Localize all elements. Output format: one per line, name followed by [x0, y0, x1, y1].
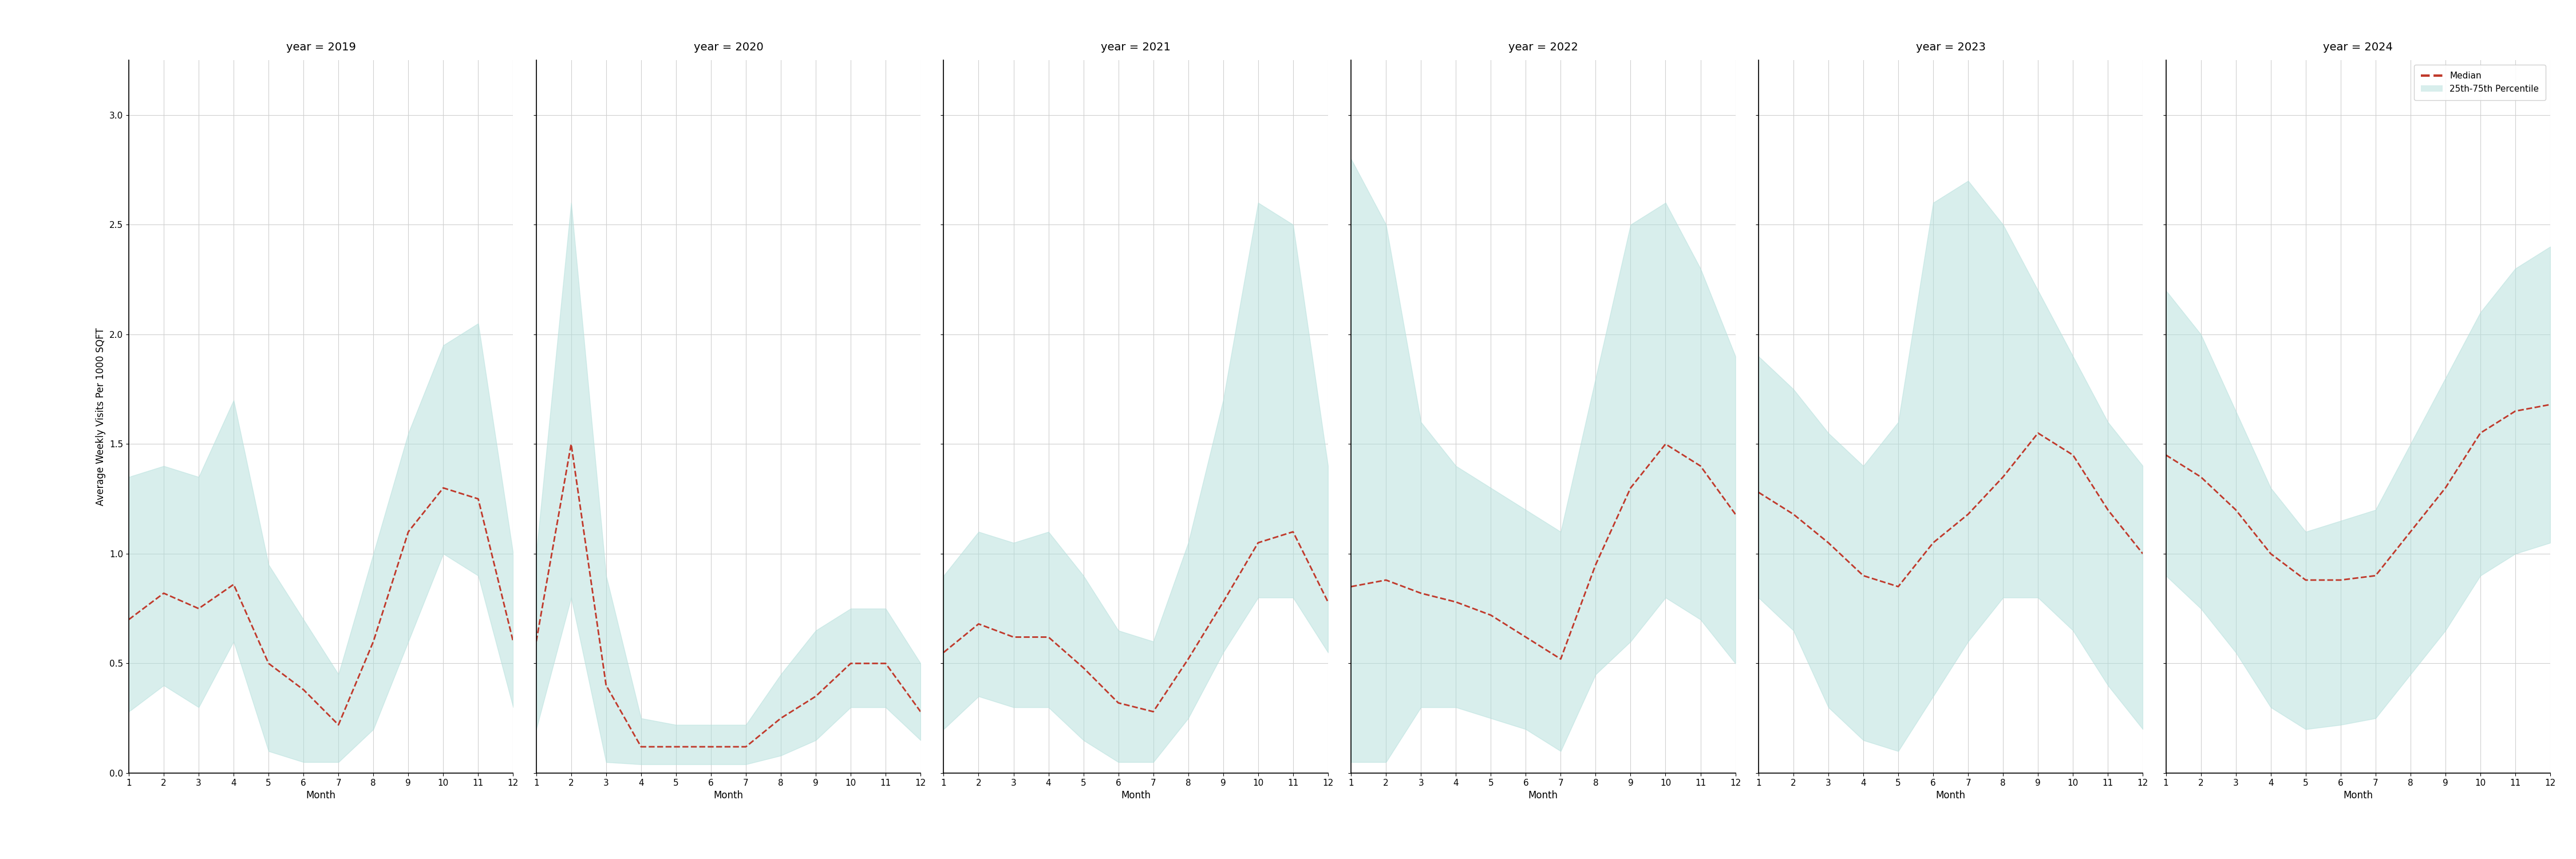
Median — [219, 579, 250, 589]
Title: year = 2024: year = 2024 — [2324, 42, 2393, 53]
Median — [801, 691, 832, 702]
Line: Median: Median — [1759, 433, 2143, 587]
X-axis label: Month: Month — [1121, 790, 1151, 801]
Median — [1033, 632, 1064, 643]
Median — [1440, 597, 1471, 607]
Median — [835, 658, 866, 668]
Median — [2290, 575, 2321, 585]
Median — [904, 706, 935, 716]
Median — [1953, 509, 1984, 520]
Median — [1208, 597, 1239, 607]
Median — [1476, 610, 1507, 620]
Median — [765, 713, 796, 723]
Median — [358, 637, 389, 647]
Median — [149, 588, 180, 599]
Title: year = 2023: year = 2023 — [1917, 42, 1986, 53]
X-axis label: Month: Month — [2344, 790, 2372, 801]
Median — [394, 527, 425, 537]
Median — [871, 658, 902, 668]
Median — [732, 741, 762, 752]
Legend: Median, 25th-75th Percentile: Median, 25th-75th Percentile — [2414, 64, 2545, 100]
Median — [2326, 575, 2357, 585]
Median — [927, 648, 958, 658]
Title: year = 2021: year = 2021 — [1100, 42, 1170, 53]
X-axis label: Month: Month — [307, 790, 335, 801]
Median — [2184, 472, 2215, 482]
Median — [497, 637, 528, 647]
Median — [1579, 559, 1610, 570]
Median — [2396, 527, 2427, 537]
Median — [626, 741, 657, 752]
Line: Median: Median — [536, 444, 920, 746]
Median — [322, 720, 353, 730]
Line: Median: Median — [943, 532, 1329, 711]
Median — [1651, 439, 1682, 449]
Line: Median: Median — [2166, 405, 2550, 580]
Median — [1546, 654, 1577, 664]
Title: year = 2019: year = 2019 — [286, 42, 355, 53]
Line: Median: Median — [129, 488, 513, 725]
Median — [2151, 450, 2182, 460]
Median — [464, 494, 495, 504]
Median — [113, 614, 144, 624]
Line: Median: Median — [1350, 444, 1736, 659]
Median — [1721, 509, 1752, 520]
Median — [252, 658, 283, 668]
Median — [2254, 549, 2285, 559]
Median — [2360, 570, 2391, 581]
Median — [2022, 428, 2053, 438]
Median — [2058, 450, 2089, 460]
Median — [1278, 527, 1309, 537]
Median — [659, 741, 690, 752]
Median — [1370, 575, 1401, 585]
Median — [1777, 509, 1808, 520]
Median — [1069, 662, 1100, 673]
Median — [590, 680, 621, 691]
Median — [1685, 460, 1716, 471]
Median — [1814, 538, 1844, 548]
Median — [2128, 549, 2159, 559]
Median — [696, 741, 726, 752]
Median — [997, 632, 1028, 643]
X-axis label: Month: Month — [1935, 790, 1965, 801]
Median — [2499, 406, 2530, 417]
Median — [2429, 483, 2460, 493]
Y-axis label: Average Weekly Visits Per 1000 SQFT: Average Weekly Visits Per 1000 SQFT — [95, 327, 106, 506]
Median — [1744, 487, 1775, 497]
Median — [2221, 505, 2251, 515]
Median — [2465, 428, 2496, 438]
Median — [2092, 505, 2123, 515]
Median — [428, 483, 459, 493]
Median — [1510, 632, 1540, 643]
Median — [1847, 570, 1878, 581]
Median — [1172, 654, 1203, 664]
Title: year = 2020: year = 2020 — [693, 42, 762, 53]
Median — [1406, 588, 1437, 599]
Median — [1139, 706, 1170, 716]
Median — [1989, 472, 2020, 482]
Median — [1314, 597, 1345, 607]
X-axis label: Month: Month — [714, 790, 744, 801]
Median — [1917, 538, 1947, 548]
Median — [1615, 483, 1646, 493]
Median — [183, 603, 214, 613]
Median — [2535, 399, 2566, 410]
Median — [520, 637, 551, 647]
Median — [1103, 698, 1133, 708]
Median — [289, 685, 319, 695]
Median — [1242, 538, 1273, 548]
Median — [556, 439, 587, 449]
Title: year = 2022: year = 2022 — [1510, 42, 1579, 53]
Median — [1883, 582, 1914, 592]
Median — [963, 618, 994, 629]
Median — [1334, 582, 1365, 592]
X-axis label: Month: Month — [1528, 790, 1558, 801]
